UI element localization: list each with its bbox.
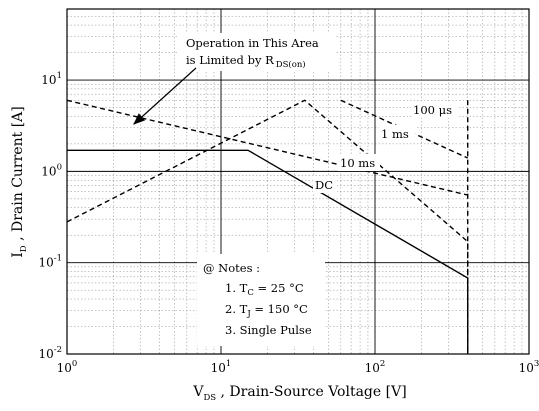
label-dc: DC bbox=[315, 178, 333, 192]
plot-frame bbox=[66, 8, 530, 355]
y-axis-label: ID , Drain Current [A] bbox=[10, 106, 29, 257]
y-tick-labels: 10-2 10-1 100 101 bbox=[38, 71, 62, 361]
label-1ms: 1 ms bbox=[381, 127, 409, 141]
note-3: 3. Single Pulse bbox=[225, 323, 312, 337]
x-tick-label: 102 bbox=[365, 359, 386, 375]
rds-annotation-line2: is Limited by R DS(on) bbox=[186, 53, 306, 70]
rds-annotation-background bbox=[178, 33, 336, 71]
rds-annotation-arrow bbox=[133, 67, 197, 125]
label-100us-group: 100 μs bbox=[411, 101, 457, 118]
label-1ms-background bbox=[379, 125, 415, 142]
x-axis-label: VDS , Drain-Source Voltage [V] bbox=[192, 384, 406, 403]
label-10ms-group: 10 ms bbox=[338, 154, 380, 171]
x-tick-labels: 100 101 102 103 bbox=[57, 359, 539, 375]
label-100us-background bbox=[411, 101, 457, 118]
y-tick-label: 101 bbox=[41, 71, 62, 87]
label-dc-background bbox=[313, 176, 337, 193]
label-1ms-group: 1 ms bbox=[379, 125, 415, 142]
notes-box-background bbox=[197, 254, 325, 346]
label-dc-group: DC bbox=[313, 176, 337, 193]
y-tick-label: 10-2 bbox=[38, 345, 62, 361]
note-1: 1. TC = 25 °C bbox=[225, 281, 304, 298]
notes-title: @ Notes : bbox=[203, 261, 260, 275]
y-tick-label: 10-1 bbox=[38, 254, 62, 270]
label-10ms: 10 ms bbox=[340, 156, 375, 170]
rds-annotation-line1: Operation in This Area bbox=[186, 36, 319, 50]
notes-box: @ Notes : 1. TC = 25 °C 2. TJ = 150 °C 3… bbox=[197, 254, 325, 346]
rds-annotation: Operation in This Area is Limited by R DS… bbox=[133, 33, 336, 125]
label-10ms-background bbox=[338, 154, 380, 171]
x-tick-label: 101 bbox=[211, 359, 232, 375]
x-tick-label: 103 bbox=[519, 359, 539, 375]
note-2: 2. TJ = 150 °C bbox=[225, 302, 308, 319]
x-tick-label: 100 bbox=[57, 359, 78, 375]
label-100us: 100 μs bbox=[413, 103, 452, 117]
y-tick-label: 100 bbox=[41, 162, 62, 178]
